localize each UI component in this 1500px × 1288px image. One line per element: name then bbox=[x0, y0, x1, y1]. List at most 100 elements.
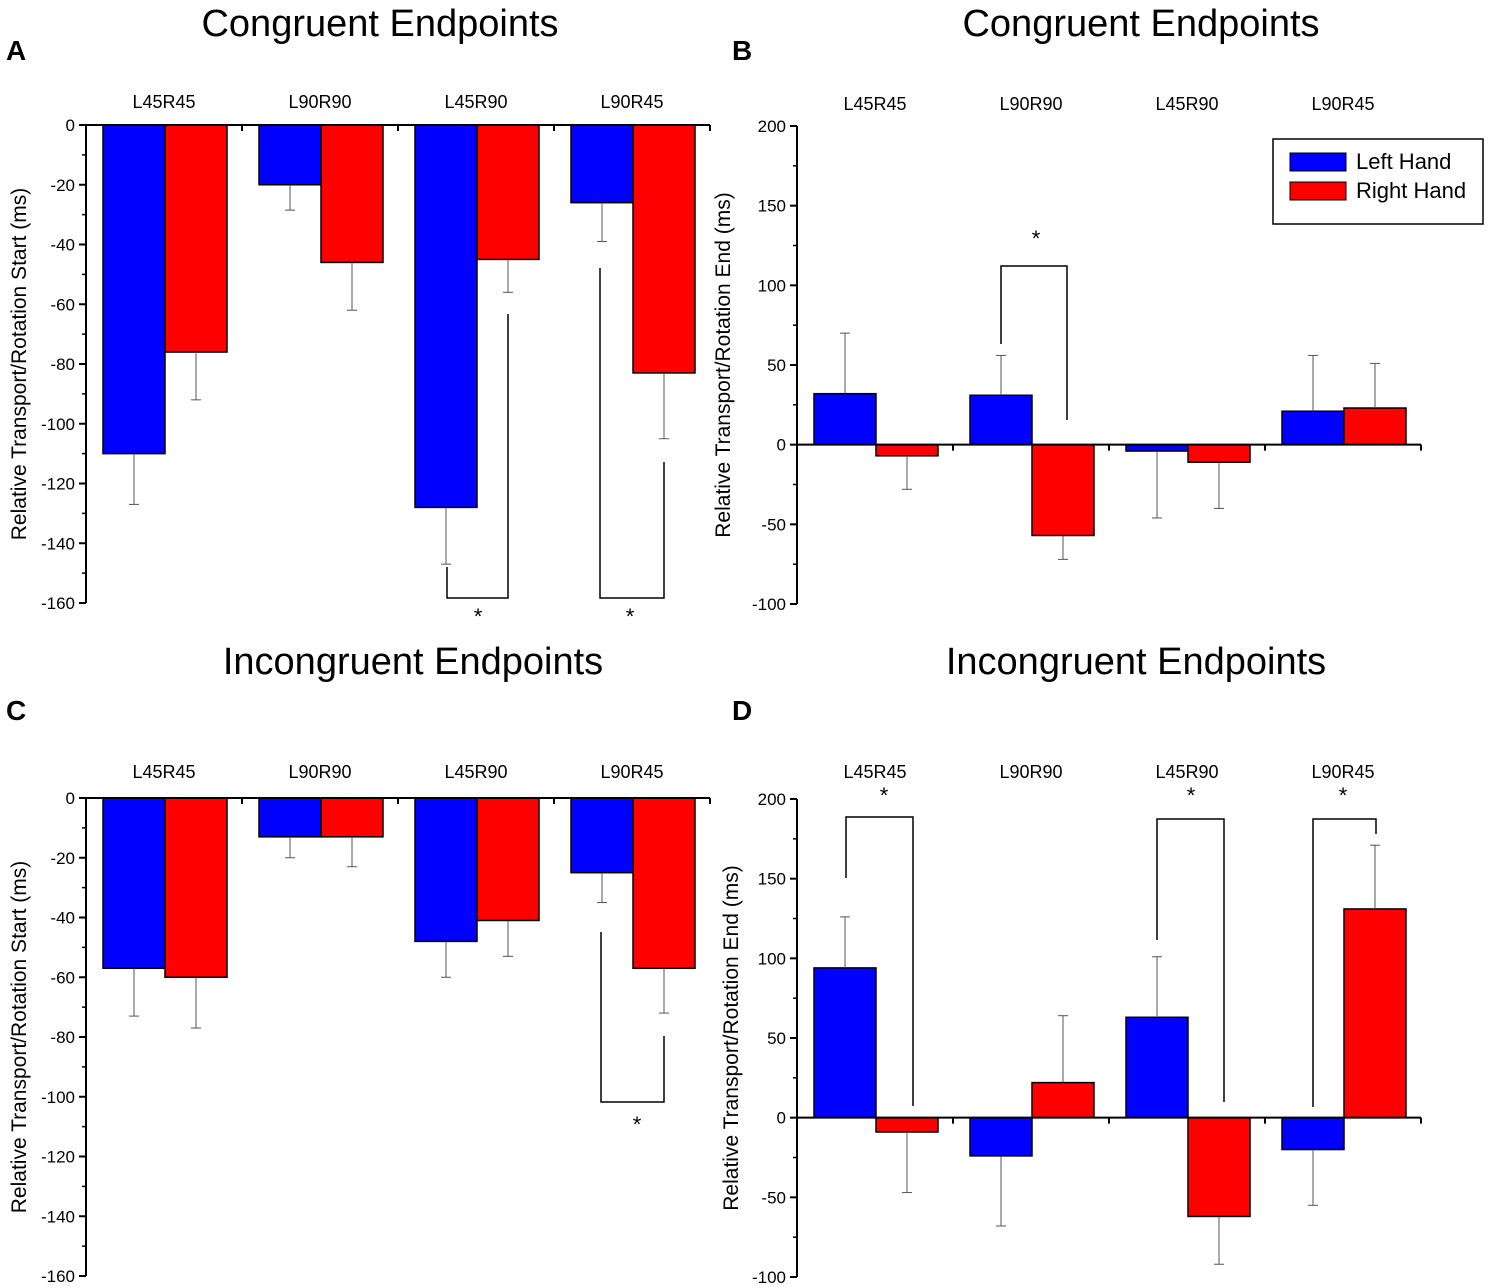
y-tick-label: -100 bbox=[41, 1088, 75, 1107]
category-label: L45R45 bbox=[843, 762, 906, 782]
y-axis-label: Relative Transport/Rotation End (ms) bbox=[720, 865, 743, 1210]
y-tick-label: -40 bbox=[50, 909, 75, 928]
category-label: L45R90 bbox=[1155, 94, 1218, 114]
y-tick-label: 0 bbox=[66, 116, 75, 135]
category-label: L90R45 bbox=[600, 92, 663, 112]
panel-letter: A bbox=[6, 35, 26, 66]
category-label: L45R45 bbox=[132, 92, 195, 112]
category-label: L45R90 bbox=[444, 762, 507, 782]
bar-left-hand bbox=[813, 392, 877, 446]
y-tick-label: 100 bbox=[758, 949, 786, 968]
y-tick-label: -100 bbox=[41, 415, 75, 434]
y-tick-label: 100 bbox=[758, 276, 786, 295]
panel-a: Congruent Endpoints A Relative Transport/R… bbox=[6, 3, 711, 629]
y-tick-label: -60 bbox=[50, 295, 75, 314]
category-label: L45R45 bbox=[132, 762, 195, 782]
y-tick-label: -120 bbox=[41, 1148, 75, 1167]
bar-right-hand bbox=[320, 124, 384, 264]
panel-b: Congruent Endpoints B Relative Transport/R… bbox=[712, 3, 1422, 614]
bar-left-hand bbox=[414, 797, 478, 943]
significance-star: * bbox=[1032, 226, 1041, 251]
bar-left-hand bbox=[102, 124, 166, 455]
significance-star: * bbox=[1339, 783, 1348, 808]
bar-left-hand bbox=[1281, 410, 1345, 446]
panel-title: Congruent Endpoints bbox=[201, 3, 558, 45]
bar-right-hand bbox=[164, 124, 228, 353]
y-axis-label: Relative Transport/Rotation Start (ms) bbox=[8, 188, 31, 540]
legend-label-right: Right Hand bbox=[1356, 178, 1466, 203]
category-label: L45R90 bbox=[1155, 762, 1218, 782]
bar-left-hand bbox=[570, 797, 634, 874]
bar-right-hand bbox=[1343, 908, 1407, 1119]
bar-right-hand bbox=[632, 124, 696, 374]
significance-star: * bbox=[880, 783, 889, 808]
bar-right-hand bbox=[875, 443, 939, 457]
category-label: L45R45 bbox=[843, 94, 906, 114]
y-tick-label: 0 bbox=[777, 436, 786, 455]
bar-right-hand bbox=[1187, 1116, 1251, 1218]
category-label: L90R90 bbox=[999, 94, 1062, 114]
bar-right-hand bbox=[1031, 1081, 1095, 1119]
y-tick-label: 50 bbox=[767, 1029, 786, 1048]
significance-bracket bbox=[845, 816, 914, 1106]
panel-d: Incongruent Endpoints D Relative Transport… bbox=[720, 641, 1422, 1287]
y-axis-label: Relative Transport/Rotation Start (ms) bbox=[8, 861, 31, 1213]
bar-right-hand bbox=[476, 124, 540, 261]
panel-letter: C bbox=[6, 695, 26, 726]
y-tick-label: -100 bbox=[752, 1268, 786, 1287]
bar-left-hand bbox=[258, 124, 322, 186]
category-label: L90R45 bbox=[1311, 762, 1374, 782]
bar-left-hand bbox=[258, 797, 322, 838]
bar-right-hand bbox=[164, 797, 228, 978]
y-tick-label: -140 bbox=[41, 1207, 75, 1226]
bar-left-hand bbox=[1125, 1016, 1189, 1119]
bar-right-hand bbox=[632, 797, 696, 970]
y-tick-label: 200 bbox=[758, 790, 786, 809]
significance-star: * bbox=[633, 1112, 642, 1137]
bar-right-hand bbox=[476, 797, 540, 922]
y-tick-label: -80 bbox=[50, 355, 75, 374]
y-tick-label: -160 bbox=[41, 594, 75, 613]
y-tick-label: 150 bbox=[758, 870, 786, 889]
bar-right-hand bbox=[1187, 443, 1251, 463]
y-tick-label: -60 bbox=[50, 968, 75, 987]
category-label: L45R90 bbox=[444, 92, 507, 112]
y-tick-label: 200 bbox=[758, 117, 786, 136]
significance-bracket bbox=[446, 314, 509, 599]
significance-bracket bbox=[599, 268, 665, 599]
legend-swatch-right bbox=[1289, 181, 1347, 201]
y-tick-label: -140 bbox=[41, 534, 75, 553]
bar-left-hand bbox=[102, 797, 166, 970]
category-label: L90R45 bbox=[1311, 94, 1374, 114]
category-label: L90R90 bbox=[999, 762, 1062, 782]
bar-left-hand bbox=[813, 967, 877, 1119]
y-tick-label: -20 bbox=[50, 176, 75, 195]
y-tick-label: 150 bbox=[758, 197, 786, 216]
legend-swatch-left bbox=[1289, 152, 1347, 172]
panel-title: Congruent Endpoints bbox=[962, 3, 1319, 45]
significance-star: * bbox=[626, 604, 635, 629]
bar-right-hand bbox=[875, 1116, 939, 1133]
category-label: L90R90 bbox=[288, 762, 351, 782]
legend-label-left: Left Hand bbox=[1356, 149, 1451, 174]
bar-left-hand bbox=[969, 394, 1033, 446]
bar-left-hand bbox=[570, 124, 634, 204]
y-tick-label: 0 bbox=[777, 1109, 786, 1128]
bar-left-hand bbox=[969, 1116, 1033, 1157]
y-tick-label: -40 bbox=[50, 236, 75, 255]
significance-bracket bbox=[1000, 265, 1068, 420]
panel-title: Incongruent Endpoints bbox=[223, 641, 603, 683]
panel-letter: B bbox=[732, 35, 752, 66]
panel-c: Incongruent Endpoints C Relative Transport… bbox=[6, 641, 711, 1286]
y-tick-label: -80 bbox=[50, 1028, 75, 1047]
y-tick-label: -50 bbox=[761, 515, 786, 534]
bar-left-hand bbox=[414, 124, 478, 509]
bar-right-hand bbox=[1031, 443, 1095, 537]
significance-bracket bbox=[1156, 818, 1225, 1102]
significance-star: * bbox=[1187, 783, 1196, 808]
legend: Left Hand Right Hand bbox=[1272, 138, 1484, 225]
significance-bracket bbox=[600, 932, 665, 1103]
bar-right-hand bbox=[1343, 407, 1407, 446]
y-tick-label: -120 bbox=[41, 475, 75, 494]
